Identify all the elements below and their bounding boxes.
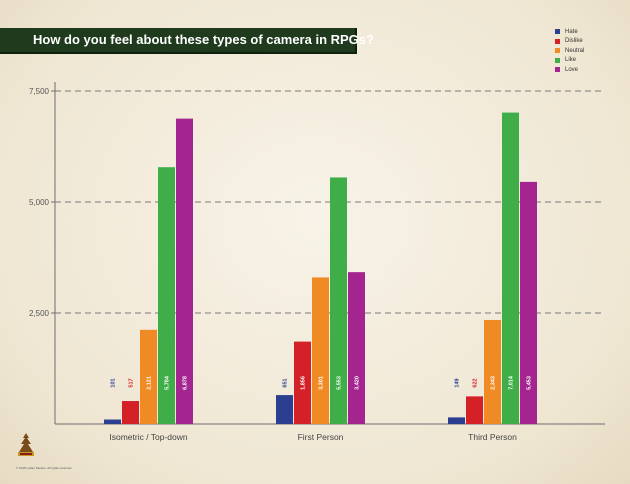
x-category-label: Third Person (468, 432, 517, 442)
legend-item-neutral: Neutral (555, 46, 584, 56)
bar-value-label: 2,121 (147, 376, 153, 390)
bar-love (520, 181, 537, 424)
legend-item-dislike: Dislike (555, 37, 584, 47)
bar-value-label: 2,343 (491, 376, 497, 390)
bar-love (176, 118, 193, 425)
bar-value-label: 6,878 (183, 376, 189, 390)
bar-value-label: 1,856 (301, 376, 307, 390)
bar-dislike (466, 396, 483, 424)
bar-value-label: 517 (129, 378, 135, 387)
legend-item-hate: Hate (555, 27, 584, 37)
legend: Hate Dislike Neutral Like Love (555, 27, 584, 75)
legend-item-love: Love (555, 65, 584, 75)
legend-label: Like (565, 57, 577, 64)
bar-value-label: 5,553 (337, 376, 343, 390)
bar-like (158, 167, 175, 424)
legend-item-like: Like (555, 56, 584, 66)
bar-value-label: 7,014 (509, 375, 515, 390)
bar-value-label: 651 (283, 378, 289, 387)
bar-hate (104, 419, 121, 424)
chart-title: How do you feel about these types of cam… (33, 32, 374, 47)
legend-swatch (555, 67, 560, 73)
bar-value-label: 622 (473, 378, 479, 387)
bar-like (330, 177, 347, 424)
bar-value-label: 3,420 (355, 376, 361, 390)
bar-value-label: 5,784 (165, 375, 171, 390)
legend-label: Dislike (565, 38, 583, 45)
title-banner: How do you feel about these types of cam… (0, 28, 374, 54)
y-tick-label: 5,000 (29, 198, 50, 207)
legend-label: Neutral (565, 47, 585, 54)
legend-swatch (555, 38, 560, 44)
legend-label: Hate (565, 28, 578, 35)
bar-neutral (312, 277, 329, 424)
bar-like (502, 112, 519, 424)
logo-icon (18, 433, 34, 456)
bar-hate (276, 395, 293, 424)
bar-value-label: 149 (455, 378, 461, 387)
legend-swatch (555, 57, 560, 63)
bar-neutral (484, 319, 501, 424)
copyright-text: © 2015 Larian Studios. All rights reserv… (16, 466, 73, 470)
y-tick-label: 7,500 (29, 87, 50, 96)
bar-dislike (122, 401, 139, 424)
y-tick-label: 2,500 (29, 309, 50, 318)
bar-love (348, 272, 365, 424)
bar-value-label: 5,453 (527, 376, 533, 390)
bar-value-label: 101 (111, 378, 117, 387)
bar-neutral (140, 329, 157, 424)
legend-label: Love (565, 66, 579, 73)
legend-swatch (555, 29, 560, 35)
bar-hate (448, 417, 465, 424)
legend-swatch (555, 48, 560, 54)
bar-dislike (294, 341, 311, 424)
x-category-label: Isometric / Top-down (109, 432, 188, 442)
x-category-label: First Person (298, 432, 344, 442)
bar-value-label: 3,301 (319, 376, 325, 390)
